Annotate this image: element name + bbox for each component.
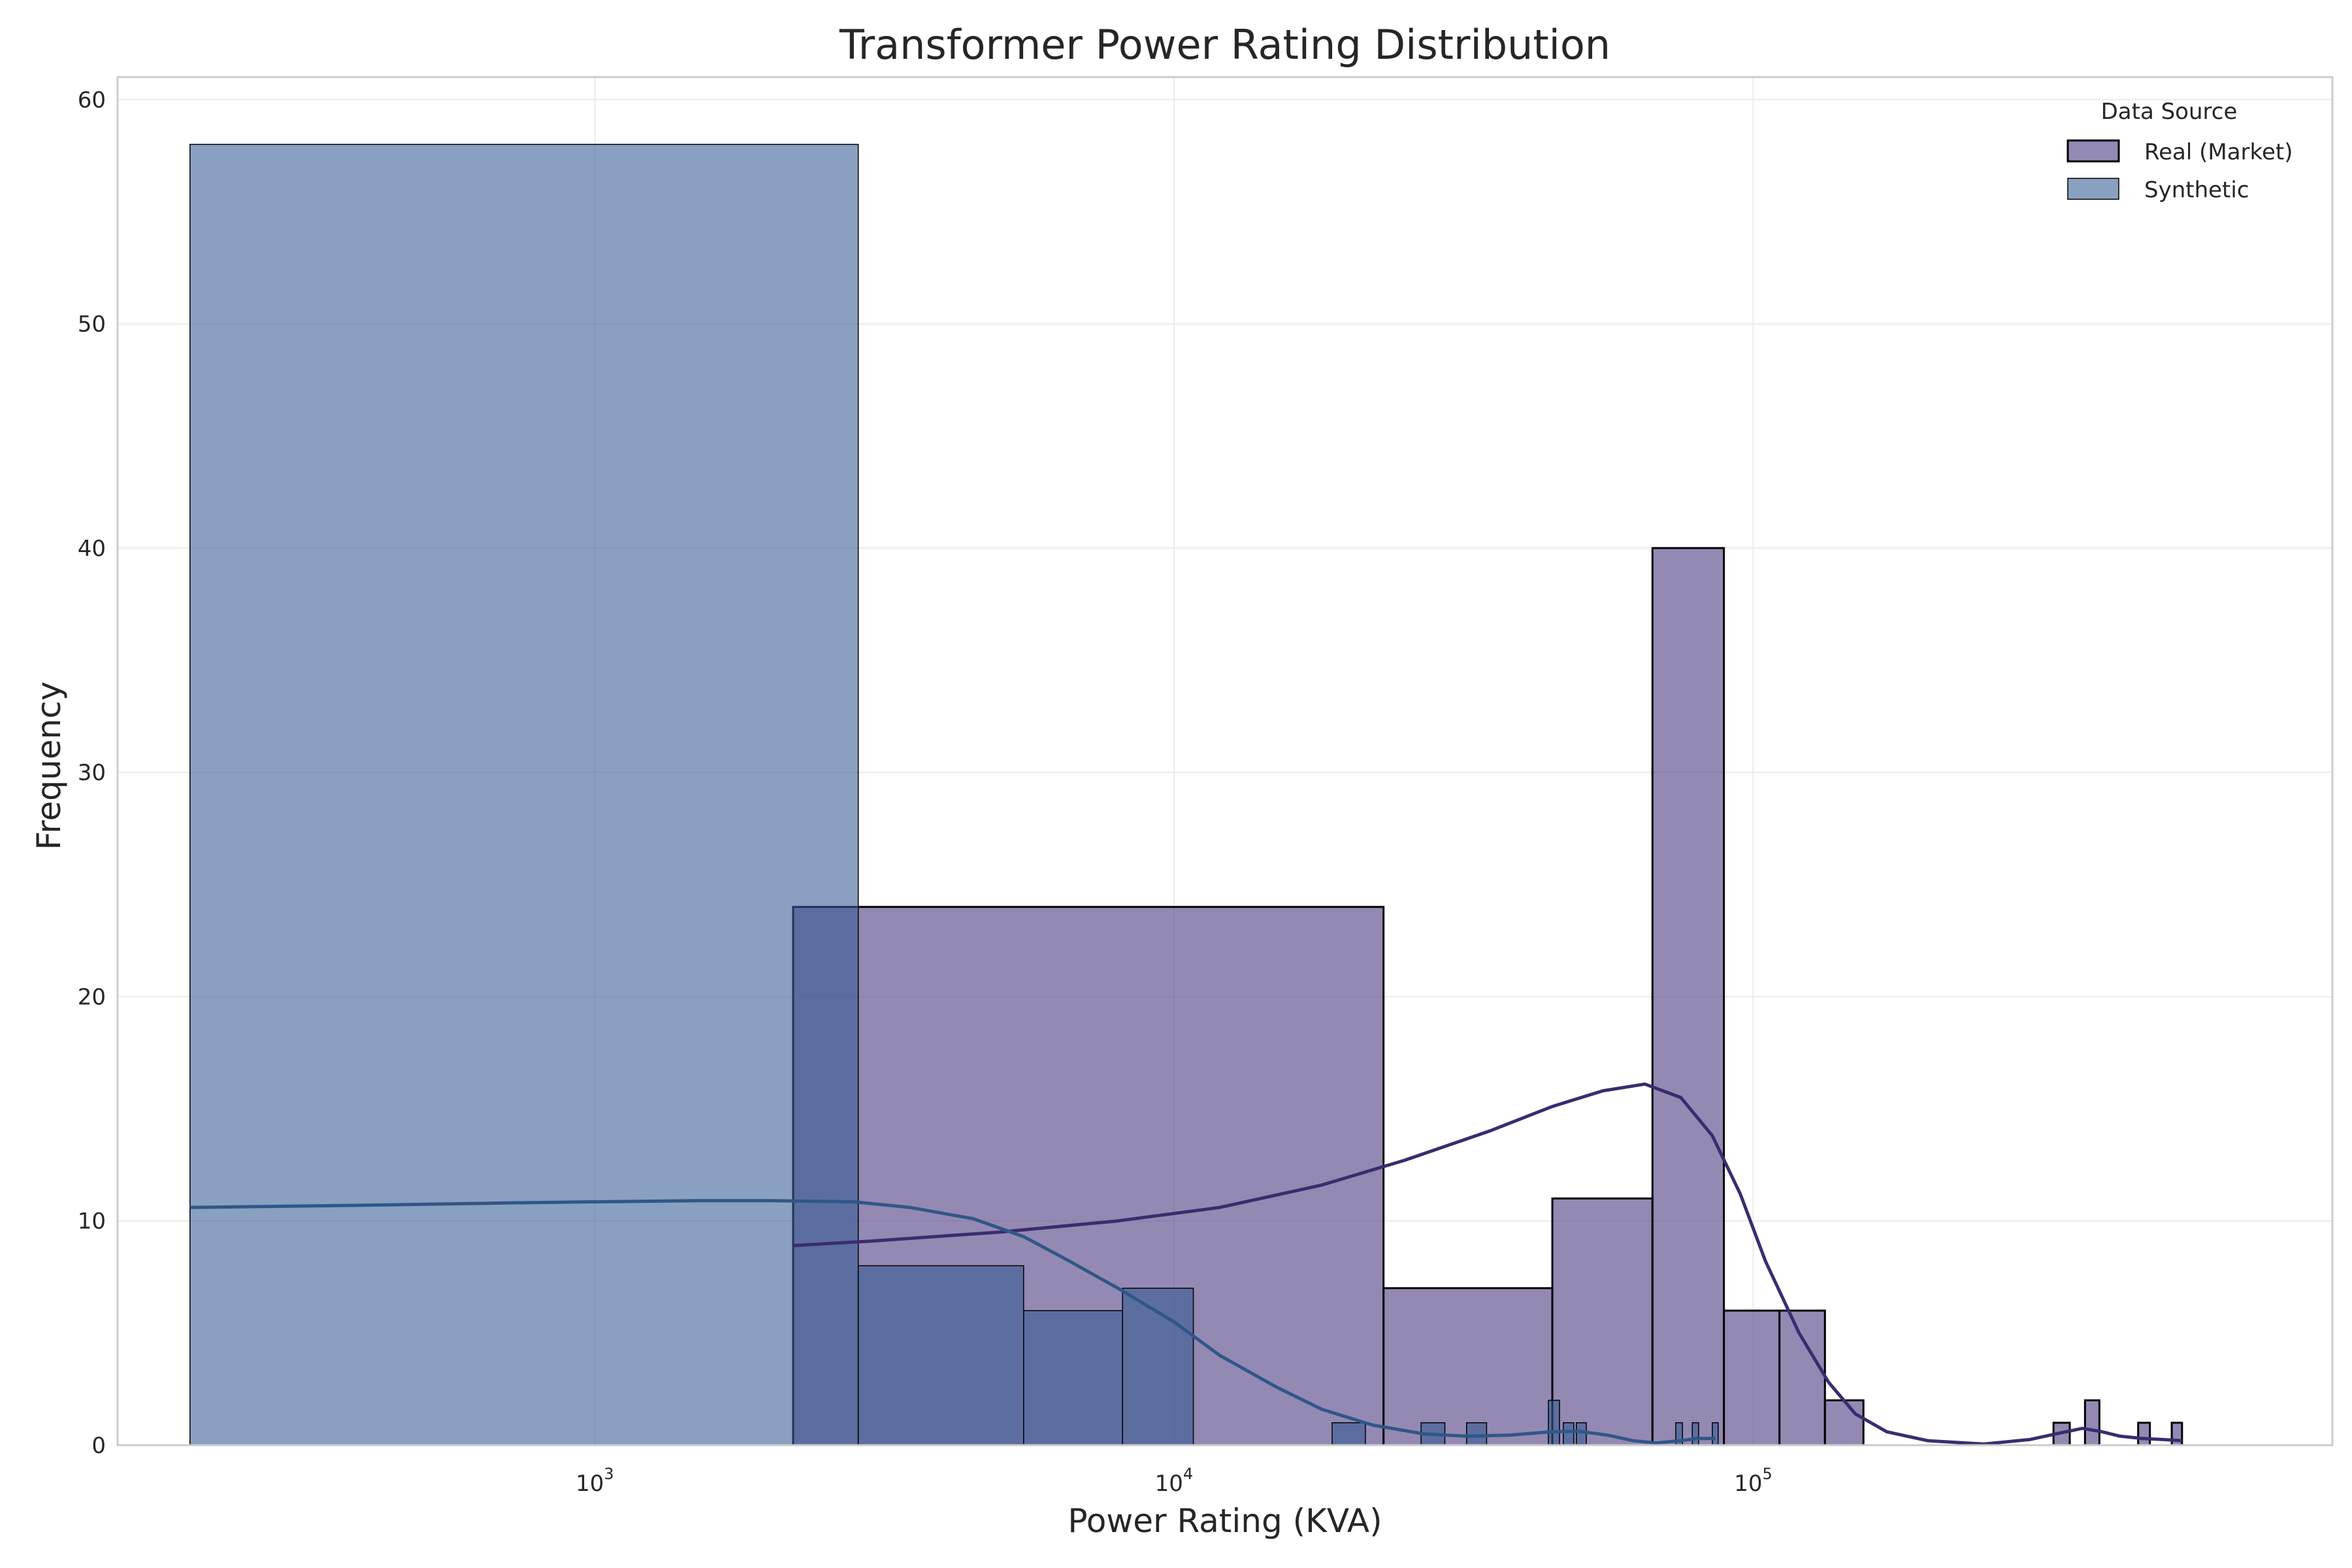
y-tick-label: 30: [78, 760, 106, 786]
chart-title: Transformer Power Rating Distribution: [839, 21, 1610, 69]
histogram-bar: [1331, 1422, 1366, 1446]
legend-swatch-synthetic: [2067, 178, 2119, 200]
y-axis-ticks: 0 10 20 30 40 50 60: [78, 87, 106, 1459]
histogram-bar: [1551, 1197, 1654, 1446]
bars-synthetic: [189, 144, 1719, 1446]
legend-swatch-real: [2066, 139, 2120, 163]
kde-line: [792, 1082, 2182, 1446]
x-tick-exponent: 3: [604, 1465, 613, 1483]
histogram-bar: [1691, 1422, 1699, 1446]
histogram-bar: [1778, 1309, 1826, 1446]
y-tick-label: 20: [78, 984, 106, 1010]
histogram-bar: [1575, 1422, 1587, 1446]
histogram-bar: [1723, 1309, 1781, 1446]
y-tick-label: 50: [78, 312, 106, 338]
plot-frame: [116, 76, 2334, 1446]
kde-curves: [189, 1082, 2182, 1446]
histogram-bar: [1563, 1422, 1575, 1446]
legend-title: Data Source: [2101, 99, 2238, 125]
y-tick-label: 0: [91, 1433, 106, 1459]
histogram-bar: [189, 144, 859, 1446]
histogram-bar: [1023, 1310, 1123, 1446]
histogram-bar: [1712, 1422, 1719, 1446]
histogram-bar: [1466, 1422, 1488, 1446]
histogram-bar: [1382, 1287, 1554, 1446]
histogram-bar: [1823, 1399, 1865, 1446]
y-tick-label: 60: [78, 87, 106, 113]
x-tick-label: 105: [1734, 1465, 1772, 1497]
legend-label-synthetic: Synthetic: [2144, 177, 2249, 203]
histogram-bar: [2083, 1399, 2100, 1446]
y-tick-label: 40: [78, 536, 106, 562]
x-tick-exponent: 4: [1183, 1465, 1193, 1483]
legend: Data Source Real (Market) Synthetic: [2066, 99, 2293, 203]
histogram-bar: [857, 1265, 1024, 1446]
x-axis-label: Power Rating (KVA): [1068, 1502, 1382, 1540]
y-axis-label: Frequency: [30, 681, 68, 850]
histogram-bars: [189, 144, 2183, 1446]
x-tick-exponent: 5: [1762, 1465, 1772, 1483]
histogram-bar: [1122, 1287, 1194, 1446]
histogram-bar: [2137, 1422, 2151, 1446]
kde-line: [189, 1199, 1716, 1445]
y-tick-label: 10: [78, 1209, 106, 1235]
histogram-bar: [1548, 1399, 1560, 1446]
histogram-bar: [1651, 547, 1725, 1446]
legend-label-real: Real (Market): [2144, 139, 2293, 165]
